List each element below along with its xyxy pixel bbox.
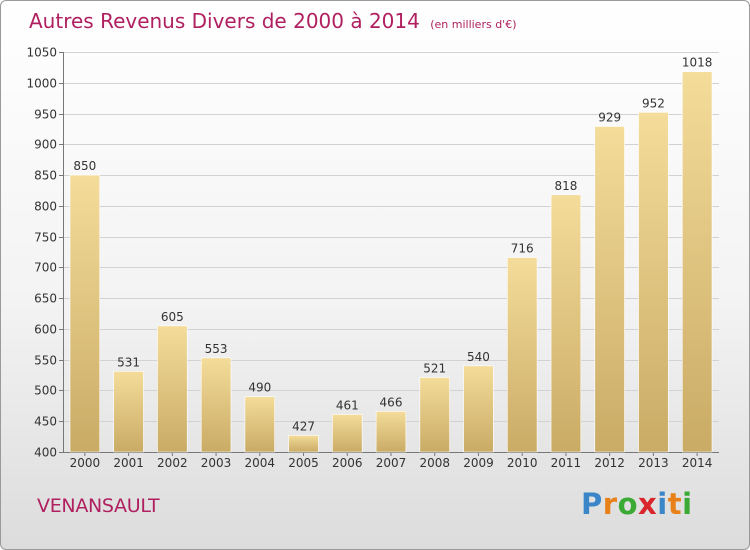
- y-tick-label: 450: [34, 415, 57, 429]
- brand-logo: Proxiti: [581, 487, 693, 521]
- bar-value-label: 929: [598, 110, 621, 124]
- brand-logo-letter: i: [682, 487, 693, 521]
- chart-title-text: Autres Revenus Divers de 2000 à 2014: [29, 9, 420, 33]
- brand-logo-letter: t: [667, 487, 683, 521]
- place-name: VENANSAULT: [37, 495, 160, 517]
- y-tick-label: 750: [34, 231, 57, 245]
- y-tick-label: 1000: [26, 77, 57, 91]
- brand-logo-letter: o: [617, 487, 639, 521]
- x-tick-label: 2000: [70, 456, 101, 470]
- x-tick-label: 2009: [463, 456, 494, 470]
- bar: [157, 325, 188, 453]
- bar: [550, 194, 582, 453]
- y-tick-label: 1050: [26, 46, 57, 60]
- brand-logo-letter: r: [602, 487, 618, 521]
- brand-logo-letter: P: [581, 487, 603, 521]
- chart-subtitle: (en milliers d'€): [430, 18, 517, 31]
- bar-value-label: 461: [336, 398, 359, 412]
- bar: [638, 112, 669, 453]
- y-tick-label: 900: [34, 138, 57, 152]
- y-tick-label: 650: [34, 292, 57, 306]
- x-tick-label: 2014: [682, 456, 713, 470]
- bar: [507, 257, 538, 453]
- x-tick-label: 2013: [638, 456, 669, 470]
- bar-value-label: 531: [117, 355, 140, 369]
- bar-value-label: 553: [205, 342, 228, 356]
- x-tick-label: 2008: [419, 456, 450, 470]
- x-tick-label: 2007: [376, 456, 407, 470]
- bar: [681, 71, 713, 453]
- bar: [419, 377, 450, 453]
- y-tick-label: 600: [34, 323, 57, 337]
- bar-value-label: 466: [380, 395, 403, 409]
- x-axis-ticks: 2000 2001 2002 2003 2004 2005 2006 2007 2008 2009…: [70, 456, 713, 470]
- bar-value-label: 952: [642, 96, 665, 110]
- value-labels: 850 531 605 553 490 427 461 466 521 540 716 818 929 9…: [73, 56, 712, 434]
- bar: [244, 396, 275, 453]
- bar: [463, 365, 494, 453]
- bar-value-label: 850: [73, 159, 96, 173]
- bar: [375, 411, 407, 453]
- y-tick-label: 800: [34, 200, 57, 214]
- bar-value-label: 521: [423, 362, 446, 376]
- x-tick-label: 2005: [288, 456, 319, 470]
- x-tick-label: 2012: [594, 456, 625, 470]
- y-tick-label: 400: [34, 446, 57, 460]
- x-tick-label: 2003: [201, 456, 232, 470]
- bar: [332, 414, 363, 453]
- brand-logo-letter: i: [657, 487, 668, 521]
- bar-value-label: 1018: [682, 56, 713, 70]
- x-tick-label: 2004: [245, 456, 276, 470]
- bar: [200, 357, 232, 453]
- y-axis-ticks: 400 450 500 550 600 650 700 750 800 850 900 950 1000…: [26, 46, 57, 460]
- x-tick-label: 2001: [113, 456, 144, 470]
- axes: [59, 52, 719, 456]
- x-tick-label: 2010: [507, 456, 538, 470]
- bar-value-label: 427: [292, 419, 315, 433]
- y-tick-label: 950: [34, 108, 57, 122]
- bar-value-label: 716: [511, 242, 534, 256]
- bar-value-label: 605: [161, 310, 184, 324]
- y-tick-label: 850: [34, 169, 57, 183]
- x-tick-label: 2006: [332, 456, 363, 470]
- bar: [113, 371, 144, 453]
- x-tick-label: 2011: [551, 456, 582, 470]
- bar: [69, 174, 101, 453]
- chart-title: Autres Revenus Divers de 2000 à 2014 (en…: [29, 9, 517, 33]
- bar-value-label: 490: [248, 381, 271, 395]
- bar-value-label: 818: [554, 179, 577, 193]
- bar-value-label: 540: [467, 350, 490, 364]
- y-tick-label: 700: [34, 261, 57, 275]
- bar: [288, 435, 319, 453]
- x-tick-label: 2002: [157, 456, 188, 470]
- brand-logo-letter: x: [638, 487, 658, 521]
- y-tick-label: 500: [34, 384, 57, 398]
- y-tick-label: 550: [34, 354, 57, 368]
- bar: [594, 126, 625, 453]
- bars: [69, 71, 713, 453]
